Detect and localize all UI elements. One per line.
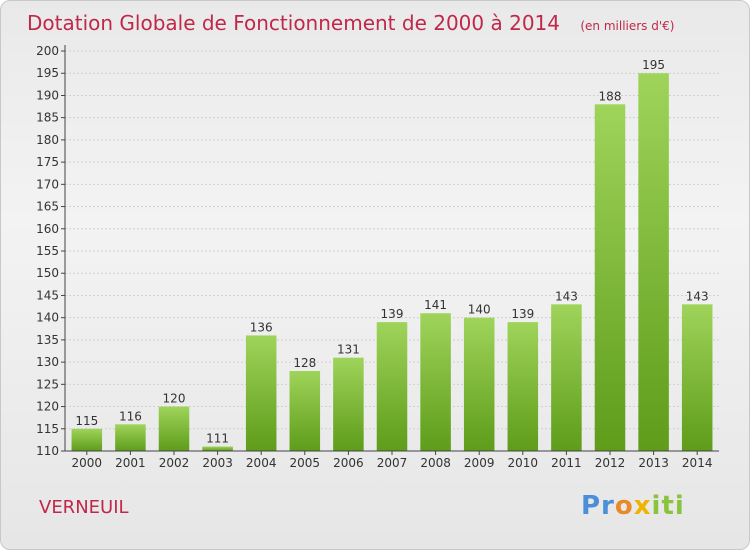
bar-value-label: 116 bbox=[119, 409, 142, 423]
x-tick-label: 2001 bbox=[115, 456, 146, 470]
y-tick-label: 150 bbox=[36, 266, 59, 280]
bar-value-label: 128 bbox=[293, 356, 316, 370]
y-tick-label: 160 bbox=[36, 222, 59, 236]
y-tick-label: 140 bbox=[36, 311, 59, 325]
x-tick-label: 2012 bbox=[595, 456, 626, 470]
bar-value-label: 143 bbox=[555, 289, 578, 303]
y-tick-label: 170 bbox=[36, 177, 59, 191]
x-tick-label: 2004 bbox=[246, 456, 277, 470]
y-tick-label: 135 bbox=[36, 333, 59, 347]
y-tick-label: 125 bbox=[36, 377, 59, 391]
bar bbox=[158, 406, 190, 451]
bar bbox=[71, 428, 103, 451]
y-tick-label: 115 bbox=[36, 422, 59, 436]
bar-value-label: 131 bbox=[337, 343, 360, 357]
y-tick-label: 200 bbox=[36, 44, 59, 58]
bar-value-label: 143 bbox=[686, 289, 709, 303]
chart-unit: (en milliers d'€) bbox=[580, 19, 675, 33]
y-tick-label: 155 bbox=[36, 244, 59, 258]
bar-value-label: 111 bbox=[206, 432, 229, 446]
y-tick-label: 130 bbox=[36, 355, 59, 369]
bar-value-label: 141 bbox=[424, 298, 447, 312]
bar-value-label: 136 bbox=[250, 320, 273, 334]
x-tick-label: 2009 bbox=[464, 456, 495, 470]
y-tick-label: 145 bbox=[36, 288, 59, 302]
axes: 110 115 120 125 130 135 140 145 150 155 160 165 170 1… bbox=[36, 44, 719, 470]
bar bbox=[245, 335, 277, 451]
chart-title: Dotation Globale de Fonctionnement de 20… bbox=[27, 11, 674, 35]
x-tick-label: 2014 bbox=[682, 456, 713, 470]
proxiti-logo[interactable]: Proxiti bbox=[581, 491, 685, 521]
y-tick-label: 185 bbox=[36, 111, 59, 125]
x-tick-label: 2007 bbox=[377, 456, 408, 470]
bar bbox=[376, 322, 408, 451]
bar bbox=[638, 73, 669, 451]
y-tick-label: 175 bbox=[36, 155, 59, 169]
bars: 115 116 120 111 136 128 131 139 141 140 139 143 188 1… bbox=[71, 58, 713, 451]
x-tick-label: 2008 bbox=[420, 456, 451, 470]
x-tick-label: 2003 bbox=[202, 456, 233, 470]
x-tick-label: 2013 bbox=[638, 456, 669, 470]
x-tick-label: 2011 bbox=[551, 456, 582, 470]
bar-value-label: 139 bbox=[511, 307, 534, 321]
bar bbox=[289, 371, 321, 451]
commune-name: VERNEUIL bbox=[39, 497, 129, 518]
y-tick-label: 165 bbox=[36, 200, 59, 214]
bar bbox=[507, 322, 539, 451]
bar bbox=[202, 446, 233, 451]
bar bbox=[420, 313, 451, 451]
bar-value-label: 195 bbox=[642, 58, 665, 72]
x-tick-label: 2000 bbox=[72, 456, 103, 470]
bar bbox=[115, 424, 146, 451]
bar-value-label: 120 bbox=[163, 392, 186, 406]
x-tick-label: 2005 bbox=[290, 456, 321, 470]
x-tick-label: 2002 bbox=[159, 456, 190, 470]
bar-value-label: 115 bbox=[75, 414, 98, 428]
bar bbox=[463, 317, 495, 451]
bar-value-label: 139 bbox=[381, 307, 404, 321]
bar-value-label: 188 bbox=[599, 89, 622, 103]
y-tick-label: 195 bbox=[36, 66, 59, 80]
bar-value-label: 140 bbox=[468, 303, 491, 317]
chart-title-text: Dotation Globale de Fonctionnement de 20… bbox=[27, 11, 560, 35]
bar bbox=[594, 104, 626, 451]
y-tick-label: 120 bbox=[36, 400, 59, 414]
y-tick-label: 110 bbox=[36, 444, 59, 458]
bar bbox=[551, 304, 582, 451]
y-tick-label: 190 bbox=[36, 88, 59, 102]
x-tick-label: 2010 bbox=[508, 456, 539, 470]
x-tick-label: 2006 bbox=[333, 456, 364, 470]
bar bbox=[333, 357, 364, 451]
bar bbox=[681, 304, 713, 451]
y-tick-label: 180 bbox=[36, 133, 59, 147]
